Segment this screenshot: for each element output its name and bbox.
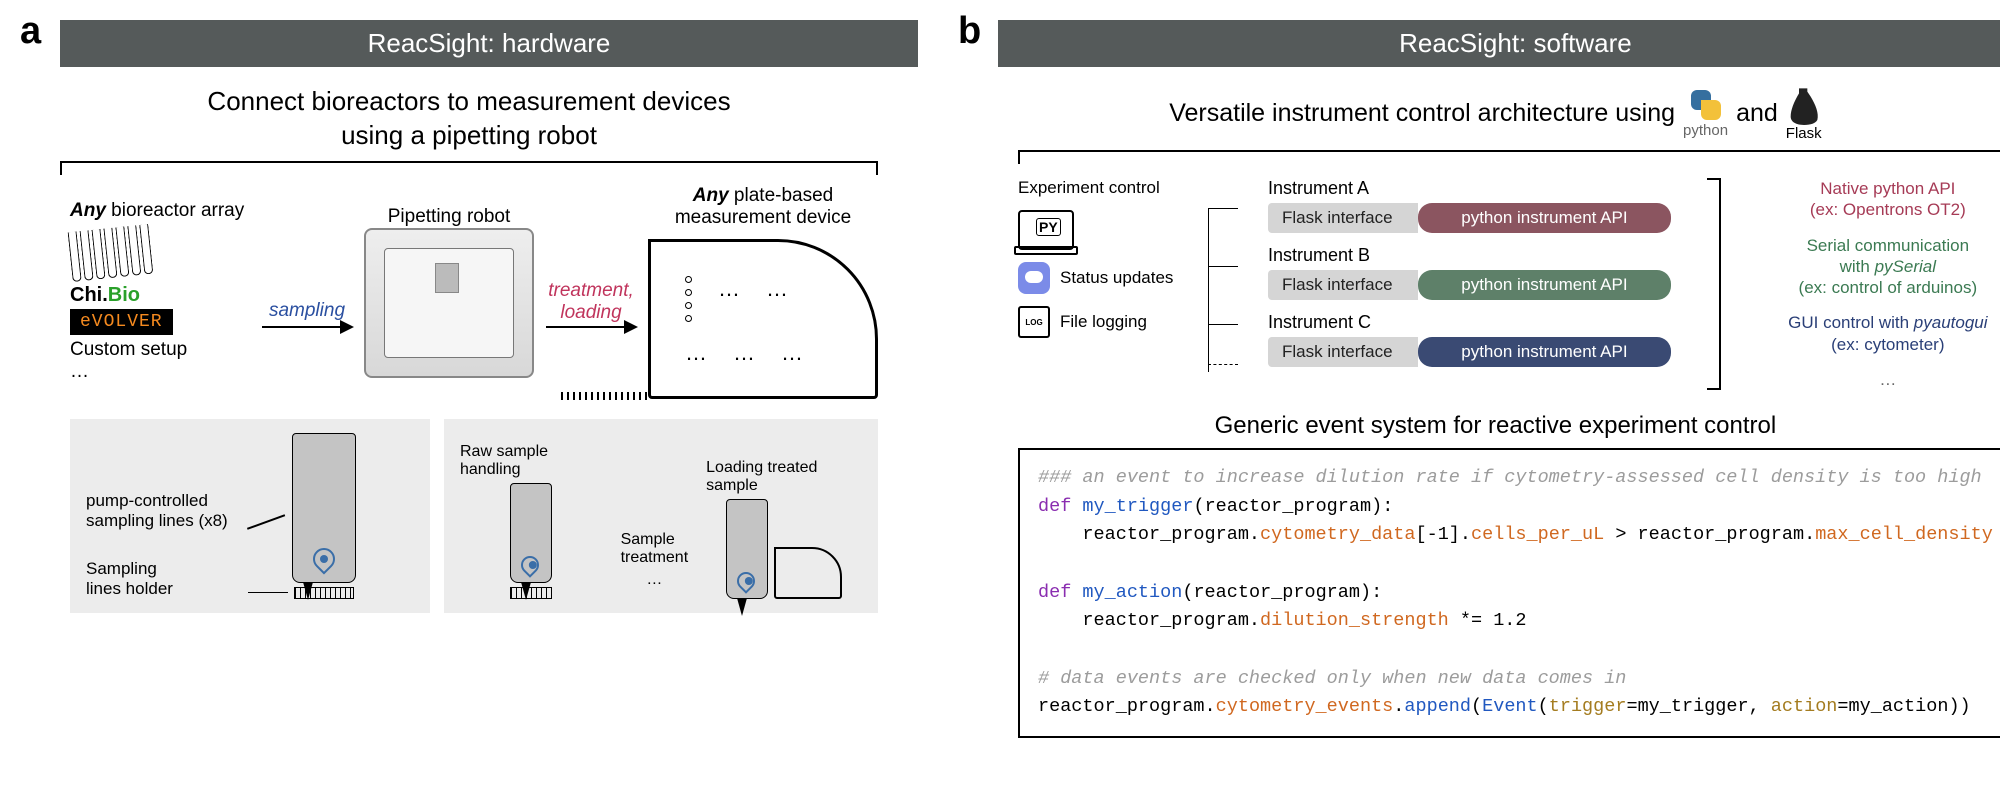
pipette-icon-2 (510, 483, 552, 583)
example-c: GUI control with pyautogui (ex: cytomete… (1763, 312, 2000, 355)
device-col: Any plate-based measurement device …… ……… (648, 185, 878, 399)
bracket-b (1018, 150, 2000, 164)
status-updates-label: Status updates (1060, 268, 1173, 288)
sw-subtitle: Versatile instrument control architectur… (958, 85, 2000, 142)
event-system-title: Generic event system for reactive experi… (958, 412, 2000, 440)
wells-grid: …… ……… (685, 276, 803, 366)
device-label: Any plate-based measurement device (648, 185, 878, 229)
hw-subtitle: Connect bioreactors to measurement devic… (20, 85, 918, 153)
discord-icon (1018, 262, 1050, 294)
tree-lines (1208, 178, 1238, 368)
gray-detail-row: pump-controlled sampling lines (x8) Samp… (70, 419, 878, 613)
instr-a-api: python instrument API (1418, 203, 1671, 233)
instrument-b: Instrument B Flask interface python inst… (1268, 245, 1671, 300)
instr-b-api: python instrument API (1418, 270, 1671, 300)
python-logo-icon (1689, 88, 1723, 122)
panel-a: a ReacSight: hardware Connect bioreactor… (20, 20, 918, 738)
gray-box-right: Raw sample handling Sample treatment … L… (444, 419, 878, 613)
loading-label: Loading treated sample (706, 459, 862, 495)
file-logging-label: File logging (1060, 312, 1147, 332)
laptop-icon: PY (1018, 210, 1074, 250)
treatment-label: treatment, loading (546, 280, 636, 324)
treatment-l1: treatment, (548, 280, 634, 301)
arrow-treatment: treatment, loading (546, 326, 636, 328)
hardware-row: Any bioreactor array Chi.Bio eVOLVER Cus… (70, 185, 878, 399)
bracket-a (60, 161, 878, 175)
panel-b-label: b (958, 10, 981, 53)
instr-b-flask: Flask interface (1268, 270, 1418, 300)
bracket-right (1707, 178, 1721, 390)
pipette-icon-3 (726, 499, 768, 599)
tube-array-icon (68, 224, 154, 282)
instr-b-name: Instrument B (1268, 245, 1671, 266)
arrow-sampling: sampling (262, 326, 352, 328)
api-examples: Native python API(ex: Opentrons OT2) Ser… (1763, 178, 2000, 390)
ellipsis-1: … (70, 361, 89, 383)
instruments-col: Instrument A Flask interface python inst… (1268, 178, 1671, 367)
sample-treat-label: Sample treatment (621, 531, 689, 567)
bioreactor-col: Any bioreactor array Chi.Bio eVOLVER Cus… (70, 200, 250, 383)
log-icon: LOG (1018, 306, 1050, 338)
instrument-c: Instrument C Flask interface python inst… (1268, 312, 1671, 367)
exp-control-label: Experiment control (1018, 178, 1178, 198)
pipetting-robot-icon (364, 228, 534, 378)
flask-label: Flask (1786, 125, 1822, 142)
bioreactor-label: Any bioreactor array (70, 200, 244, 222)
any-emph-2: Any (693, 185, 729, 206)
panel-b-header: ReacSight: software (998, 20, 2000, 67)
example-a: Native python API(ex: Opentrons OT2) (1763, 178, 2000, 221)
measurement-device-icon: …… ……… (648, 239, 878, 399)
panel-a-label: a (20, 10, 41, 53)
custom-setup-label: Custom setup (70, 339, 187, 361)
instr-a-flask: Flask interface (1268, 203, 1418, 233)
sw-subtitle-text: Versatile instrument control architectur… (1169, 99, 1675, 128)
robot-col: Pipetting robot (364, 206, 534, 378)
flask-logo-icon (1787, 85, 1821, 125)
mini-device-icon (774, 547, 842, 599)
pump-lines-label: pump-controlled sampling lines (x8) (86, 491, 228, 531)
device-text-l2: measurement device (675, 207, 851, 228)
python-label: python (1683, 122, 1728, 139)
holder-icon-2 (510, 587, 552, 599)
holder-label: Sampling lines holder (86, 559, 228, 599)
device-text: plate-based (729, 185, 834, 206)
chibio-bio: Bio (108, 284, 140, 306)
example-b: Serial communication with pySerial (ex: … (1763, 235, 2000, 299)
evolver-badge: eVOLVER (70, 309, 173, 335)
instr-a-name: Instrument A (1268, 178, 1671, 199)
sampling-label: sampling (262, 300, 352, 322)
treatment-l2: loading (560, 302, 621, 323)
panel-a-header: ReacSight: hardware (60, 20, 918, 67)
chibio-logo: Chi.Bio (70, 284, 140, 307)
software-architecture: Experiment control PY Status updates LOG… (1018, 178, 2000, 390)
code-block: ### an event to increase dilution rate i… (1018, 448, 2000, 738)
raw-handling-label: Raw sample handling (460, 443, 603, 479)
panel-b: b ReacSight: software Versatile instrume… (958, 20, 2000, 738)
bioreactor-text: bioreactor array (106, 200, 244, 221)
instr-c-flask: Flask interface (1268, 337, 1418, 367)
pipette-icon (292, 433, 356, 583)
hw-subtitle-l2: using a pipetting robot (341, 120, 597, 150)
experiment-col: Experiment control PY Status updates LOG… (1018, 178, 1178, 338)
instrument-a: Instrument A Flask interface python inst… (1268, 178, 1671, 233)
instr-c-name: Instrument C (1268, 312, 1671, 333)
instr-c-api: python instrument API (1418, 337, 1671, 367)
hw-subtitle-l1: Connect bioreactors to measurement devic… (207, 86, 730, 116)
and-text: and (1736, 99, 1778, 128)
gray-box-left: pump-controlled sampling lines (x8) Samp… (70, 419, 430, 613)
ellipsis-2: … (646, 571, 662, 589)
any-emph: Any (70, 200, 106, 221)
robot-label: Pipetting robot (388, 206, 511, 228)
chibio-chi: Chi. (70, 284, 108, 306)
